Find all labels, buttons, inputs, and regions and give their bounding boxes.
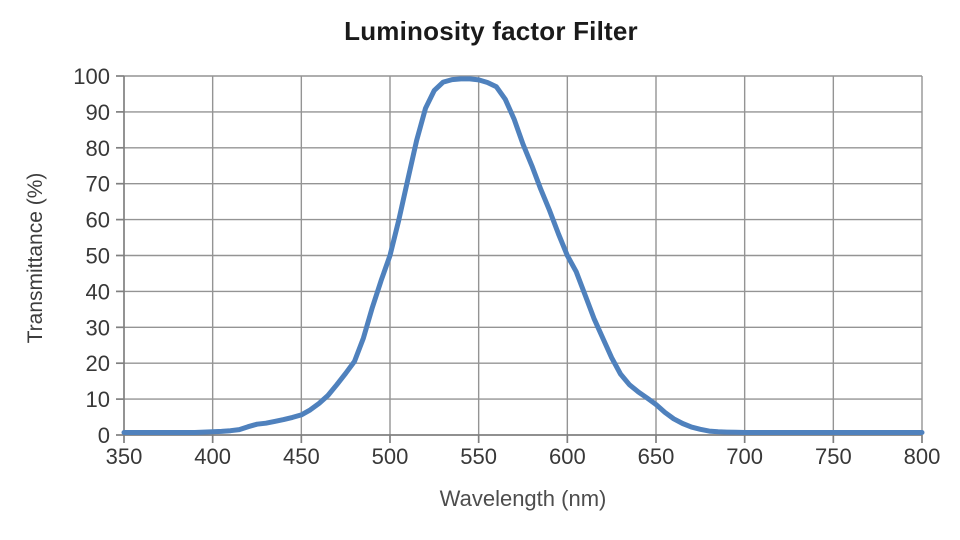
x-tick-label: 550 [460, 444, 497, 469]
y-tick-label: 0 [98, 423, 110, 448]
y-tick-label: 100 [73, 64, 110, 89]
transmittance-curve [121, 76, 925, 435]
y-tick-label: 40 [86, 279, 110, 304]
y-tick-label: 50 [86, 244, 110, 269]
x-tick-label: 450 [283, 444, 320, 469]
x-tick-label: 700 [726, 444, 763, 469]
y-axis-title: Transmittance (%) [24, 172, 47, 344]
y-tick-label: 20 [86, 351, 110, 376]
y-tick-label: 80 [86, 136, 110, 161]
x-axis-title: Wavelength (nm) [439, 486, 607, 511]
y-tick-label: 70 [86, 172, 110, 197]
x-tick-label: 650 [638, 444, 675, 469]
x-tick-label: 350 [106, 444, 143, 469]
chart-title: Luminosity factor Filter [344, 16, 638, 46]
x-tick-label: 500 [372, 444, 409, 469]
y-tick-label: 30 [86, 315, 110, 340]
x-tick-label: 600 [549, 444, 586, 469]
y-tick-label: 90 [86, 100, 110, 125]
x-tick-label: 800 [904, 444, 941, 469]
y-tick-label: 10 [86, 387, 110, 412]
x-tick-label: 750 [815, 444, 852, 469]
x-tick-label: 400 [194, 444, 231, 469]
y-tick-label: 60 [86, 208, 110, 233]
